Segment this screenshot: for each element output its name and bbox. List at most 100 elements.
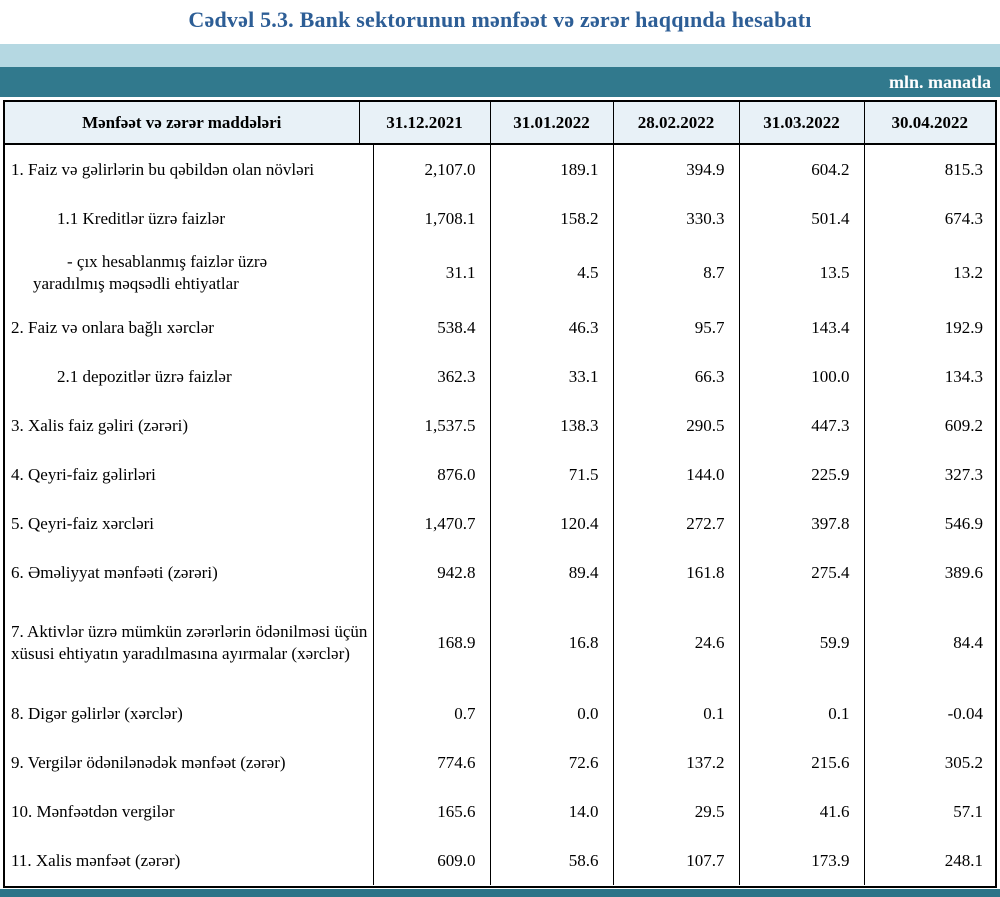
cell-value: 501.4 [738,194,864,243]
cell-value: 215.6 [738,738,864,787]
row-label: 9. Vergilər ödənilənədək mənfəət (zərər) [11,752,286,772]
table-row: 11. Xalis mənfəət (zərər) 609.0 58.6 107.7 1… [5,836,995,885]
table-row: 6. Əməliyyat mənfəəti (zərəri) 942.8 89.4 1… [5,548,995,597]
cell-value: 327.3 [863,450,995,499]
cell-value: 161.8 [612,548,739,597]
cell-value: 394.9 [612,145,739,194]
cell-value: 41.6 [738,787,864,836]
cell-value: 942.8 [372,548,490,597]
cell-value: 24.6 [612,597,739,689]
cell-value: 609.2 [863,401,995,450]
cell-value: 1,537.5 [372,401,490,450]
row-label: 3. Xalis faiz gəliri (zərəri) [11,415,188,435]
cell-value: 134.3 [863,352,995,401]
cell-value: 95.7 [612,303,739,352]
cell-value: 389.6 [863,548,995,597]
header-table: Mənfəət və zərər maddələri 31.12.2021 31.… [5,102,995,145]
cell-value: 57.1 [863,787,995,836]
cell-value: 173.9 [738,836,864,885]
cell-value: 290.5 [612,401,739,450]
row-label: 1.1 Kreditlər üzrə faizlər [57,208,226,228]
table-row: - çıx hesablanmış faizlər üzrə yaradılmı… [5,243,995,303]
unit-label: mln. manatla [888,72,991,92]
row-label: 2. Faiz və onlara bağlı xərclər [11,317,214,337]
table-row: 2. Faiz və onlara bağlı xərclər 538.4 46.3… [5,303,995,352]
cell-value: 14.0 [489,787,613,836]
cell-value: 66.3 [612,352,739,401]
cell-value: 538.4 [372,303,490,352]
cell-value: 192.9 [863,303,995,352]
cell-value: 72.6 [489,738,613,787]
cell-value: 33.1 [489,352,613,401]
cell-value: 137.2 [612,738,739,787]
table-row: 4. Qeyri-faiz gəlirləri 876.0 71.5 144.0 225… [5,450,995,499]
cell-value: 876.0 [372,450,490,499]
cell-value: 107.7 [612,836,739,885]
row-label: - çıx hesablanmış faizlər üzrə yaradılmı… [33,252,268,293]
cell-value: 31.1 [372,243,490,303]
cell-value: 2,107.0 [372,145,490,194]
cell-value: 0.1 [738,689,864,738]
table-body: 1. Faiz və gəlirlərin bu qəbildən olan n… [5,145,995,885]
pnl-table: Mənfəət və zərər maddələri 31.12.2021 31.… [3,100,997,888]
cell-value: 100.0 [738,352,864,401]
cell-value: 4.5 [489,243,613,303]
cell-value: 674.3 [863,194,995,243]
cell-value: 58.6 [489,836,613,885]
cell-value: 16.8 [489,597,613,689]
table-row: 8. Digər gəlirlər (xərclər) 0.7 0.0 0.1 0.1-… [5,689,995,738]
cell-value: 0.7 [372,689,490,738]
light-blue-band [0,44,1000,67]
cell-value: 248.1 [863,836,995,885]
table-title: Cədvəl 5.3. Bank sektorunun mənfəət və z… [188,7,812,32]
row-label: 6. Əməliyyat mənfəəti (zərəri) [11,562,218,582]
table-row: 7. Aktivlər üzrə mümkün zərərlərin ödəni… [5,597,995,689]
column-header-items: Mənfəət və zərər maddələri [82,112,282,132]
row-label: 10. Mənfəətdən vergilər [11,801,175,821]
cell-value: 120.4 [489,499,613,548]
body-table: 1. Faiz və gəlirlərin bu qəbildən olan n… [5,145,995,885]
row-label: 1. Faiz və gəlirlərin bu qəbildən olan n… [11,159,315,179]
column-header-date: 30.04.2022 [863,102,995,144]
column-header-date: 31.12.2021 [358,102,490,144]
cell-value: 46.3 [489,303,613,352]
cell-value: 158.2 [489,194,613,243]
column-header-date: 31.03.2022 [738,102,864,144]
table-row: 5. Qeyri-faiz xərcləri 1,470.7 120.4 272.7 3… [5,499,995,548]
cell-value: 138.3 [489,401,613,450]
cell-value: 13.2 [863,243,995,303]
column-header-date: 28.02.2022 [612,102,739,144]
cell-value: 143.4 [738,303,864,352]
column-header-date: 31.01.2022 [489,102,613,144]
cell-value: 8.7 [612,243,739,303]
teal-band: mln. manatla [0,67,1000,97]
table-row: 10. Mənfəətdən vergilər 165.6 14.0 29.5 41.6… [5,787,995,836]
cell-value: 397.8 [738,499,864,548]
cell-value: 84.4 [863,597,995,689]
table-row: 3. Xalis faiz gəliri (zərəri) 1,537.5 138.… [5,401,995,450]
cell-value: 275.4 [738,548,864,597]
cell-value: 225.9 [738,450,864,499]
bottom-teal-strip [0,889,1000,897]
cell-value: 815.3 [863,145,995,194]
cell-value: 362.3 [372,352,490,401]
row-label: 5. Qeyri-faiz xərcləri [11,513,154,533]
cell-value: 0.1 [612,689,739,738]
cell-value: 546.9 [863,499,995,548]
cell-value: 774.6 [372,738,490,787]
row-label: 8. Digər gəlirlər (xərclər) [11,703,183,723]
cell-value: 59.9 [738,597,864,689]
cell-value: 1,470.7 [372,499,490,548]
cell-value: 71.5 [489,450,613,499]
cell-value: 13.5 [738,243,864,303]
cell-value: 89.4 [489,548,613,597]
cell-value: 189.1 [489,145,613,194]
cell-value: 165.6 [372,787,490,836]
cell-value: 144.0 [612,450,739,499]
cell-value: 604.2 [738,145,864,194]
cell-value: 305.2 [863,738,995,787]
cell-value: 330.3 [612,194,739,243]
row-label: 7. Aktivlər üzrə mümkün zərərlərin ödəni… [11,622,368,663]
cell-value: 29.5 [612,787,739,836]
